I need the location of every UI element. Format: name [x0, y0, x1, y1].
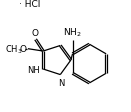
Text: NH$_2$: NH$_2$	[63, 26, 82, 38]
Text: NH: NH	[28, 66, 40, 74]
Text: O: O	[31, 29, 39, 38]
Text: O: O	[20, 45, 27, 53]
Text: N: N	[58, 78, 64, 87]
Text: · HCl: · HCl	[18, 0, 40, 9]
Text: CH$_3$: CH$_3$	[5, 43, 22, 55]
